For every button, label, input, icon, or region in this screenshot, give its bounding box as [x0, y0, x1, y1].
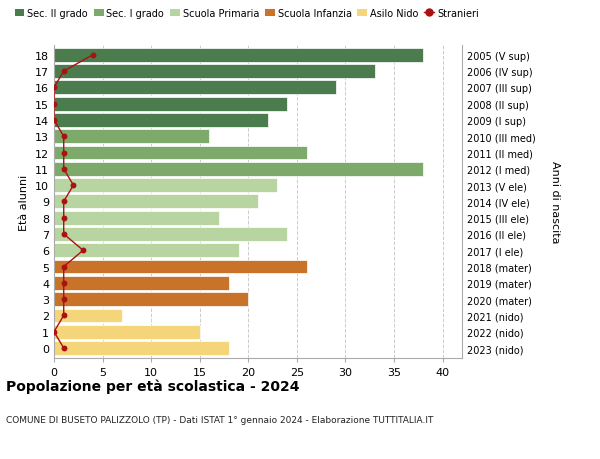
Bar [54, 65, 374, 79]
Bar [54, 211, 219, 225]
Bar [54, 228, 287, 241]
Point [59, 345, 68, 352]
Point [59, 263, 68, 271]
Point [49, 117, 59, 124]
Point [49, 84, 59, 92]
Y-axis label: Anni di nascita: Anni di nascita [550, 161, 560, 243]
Point [59, 198, 68, 206]
Bar [54, 276, 229, 290]
Bar [54, 195, 258, 209]
Text: COMUNE DI BUSETO PALIZZOLO (TP) - Dati ISTAT 1° gennaio 2024 - Elaborazione TUTT: COMUNE DI BUSETO PALIZZOLO (TP) - Dati I… [6, 415, 433, 425]
Bar [54, 325, 200, 339]
Bar [54, 309, 122, 323]
Bar [54, 292, 248, 307]
Point [59, 312, 68, 319]
Bar [54, 162, 423, 176]
Point [59, 150, 68, 157]
Y-axis label: Età alunni: Età alunni [19, 174, 29, 230]
Text: Popolazione per età scolastica - 2024: Popolazione per età scolastica - 2024 [6, 379, 299, 393]
Bar [54, 130, 209, 144]
Legend: Sec. II grado, Sec. I grado, Scuola Primaria, Scuola Infanzia, Asilo Nido, Stran: Sec. II grado, Sec. I grado, Scuola Prim… [11, 5, 482, 22]
Point [59, 68, 68, 76]
Bar [54, 341, 229, 355]
Point [88, 52, 98, 59]
Point [79, 247, 88, 254]
Bar [54, 97, 287, 112]
Point [59, 214, 68, 222]
Point [49, 328, 59, 336]
Bar [54, 244, 239, 257]
Point [59, 166, 68, 173]
Point [49, 101, 59, 108]
Bar [54, 49, 423, 62]
Bar [54, 114, 268, 128]
Bar [54, 81, 336, 95]
Point [59, 296, 68, 303]
Bar [54, 146, 307, 160]
Bar [54, 179, 277, 193]
Point [59, 133, 68, 140]
Bar [54, 260, 307, 274]
Point [59, 280, 68, 287]
Point [68, 182, 78, 190]
Point [59, 231, 68, 238]
